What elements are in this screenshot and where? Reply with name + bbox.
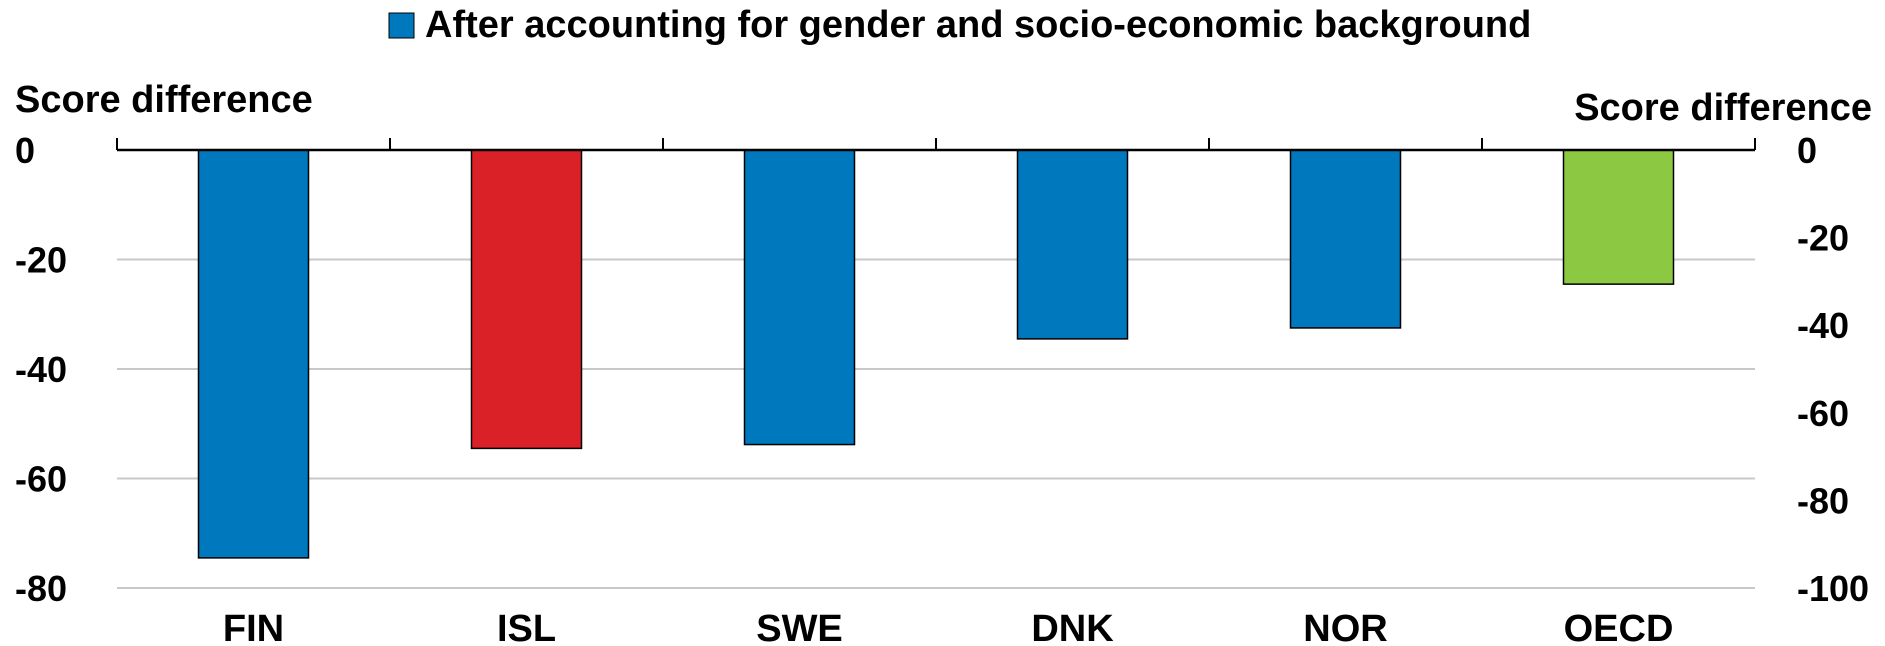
x-tick-label: OECD bbox=[1564, 608, 1674, 646]
right-tick-label: -60 bbox=[1797, 393, 1849, 434]
right-tick-label: -80 bbox=[1797, 480, 1849, 521]
x-tick-label: ISL bbox=[497, 608, 556, 646]
left-tick-label: -80 bbox=[15, 568, 67, 609]
left-tick-label: -20 bbox=[15, 240, 67, 281]
bar-isl bbox=[470, 149, 583, 450]
x-tick-label: FIN bbox=[223, 608, 284, 646]
legend-label: After accounting for gender and socio-ec… bbox=[425, 4, 1531, 46]
bar-nor bbox=[1289, 149, 1402, 329]
bars bbox=[197, 149, 1675, 559]
bar-fin bbox=[197, 149, 310, 559]
left-tick-label: -40 bbox=[15, 349, 67, 390]
x-tick-label: DNK bbox=[1031, 608, 1114, 646]
x-tick-label: NOR bbox=[1303, 608, 1387, 646]
left-tick-label: -60 bbox=[15, 459, 67, 500]
bar-swe bbox=[743, 149, 856, 446]
right-tick-label: -40 bbox=[1797, 305, 1849, 346]
bar-oecd bbox=[1562, 149, 1675, 285]
right-axis-ticks: 0 -20 -40 -60 -80 -100 bbox=[1797, 130, 1869, 609]
left-axis-title: Score difference bbox=[15, 79, 313, 121]
x-axis-labels: FIN ISL SWE DNK NOR OECD bbox=[223, 608, 1674, 646]
right-axis-title: Score difference bbox=[1574, 87, 1872, 129]
x-tick-label: SWE bbox=[756, 608, 843, 646]
gridlines bbox=[117, 258, 1755, 589]
x-axis bbox=[116, 138, 1756, 152]
right-tick-label: -20 bbox=[1797, 218, 1849, 259]
bar-dnk bbox=[1016, 149, 1129, 340]
right-tick-label: -100 bbox=[1797, 568, 1869, 609]
left-tick-label: 0 bbox=[15, 130, 35, 171]
legend-swatch bbox=[388, 12, 415, 39]
left-axis-ticks: 0 -20 -40 -60 -80 bbox=[15, 130, 67, 609]
right-tick-label: 0 bbox=[1797, 130, 1817, 171]
legend: After accounting for gender and socio-ec… bbox=[388, 4, 1531, 46]
